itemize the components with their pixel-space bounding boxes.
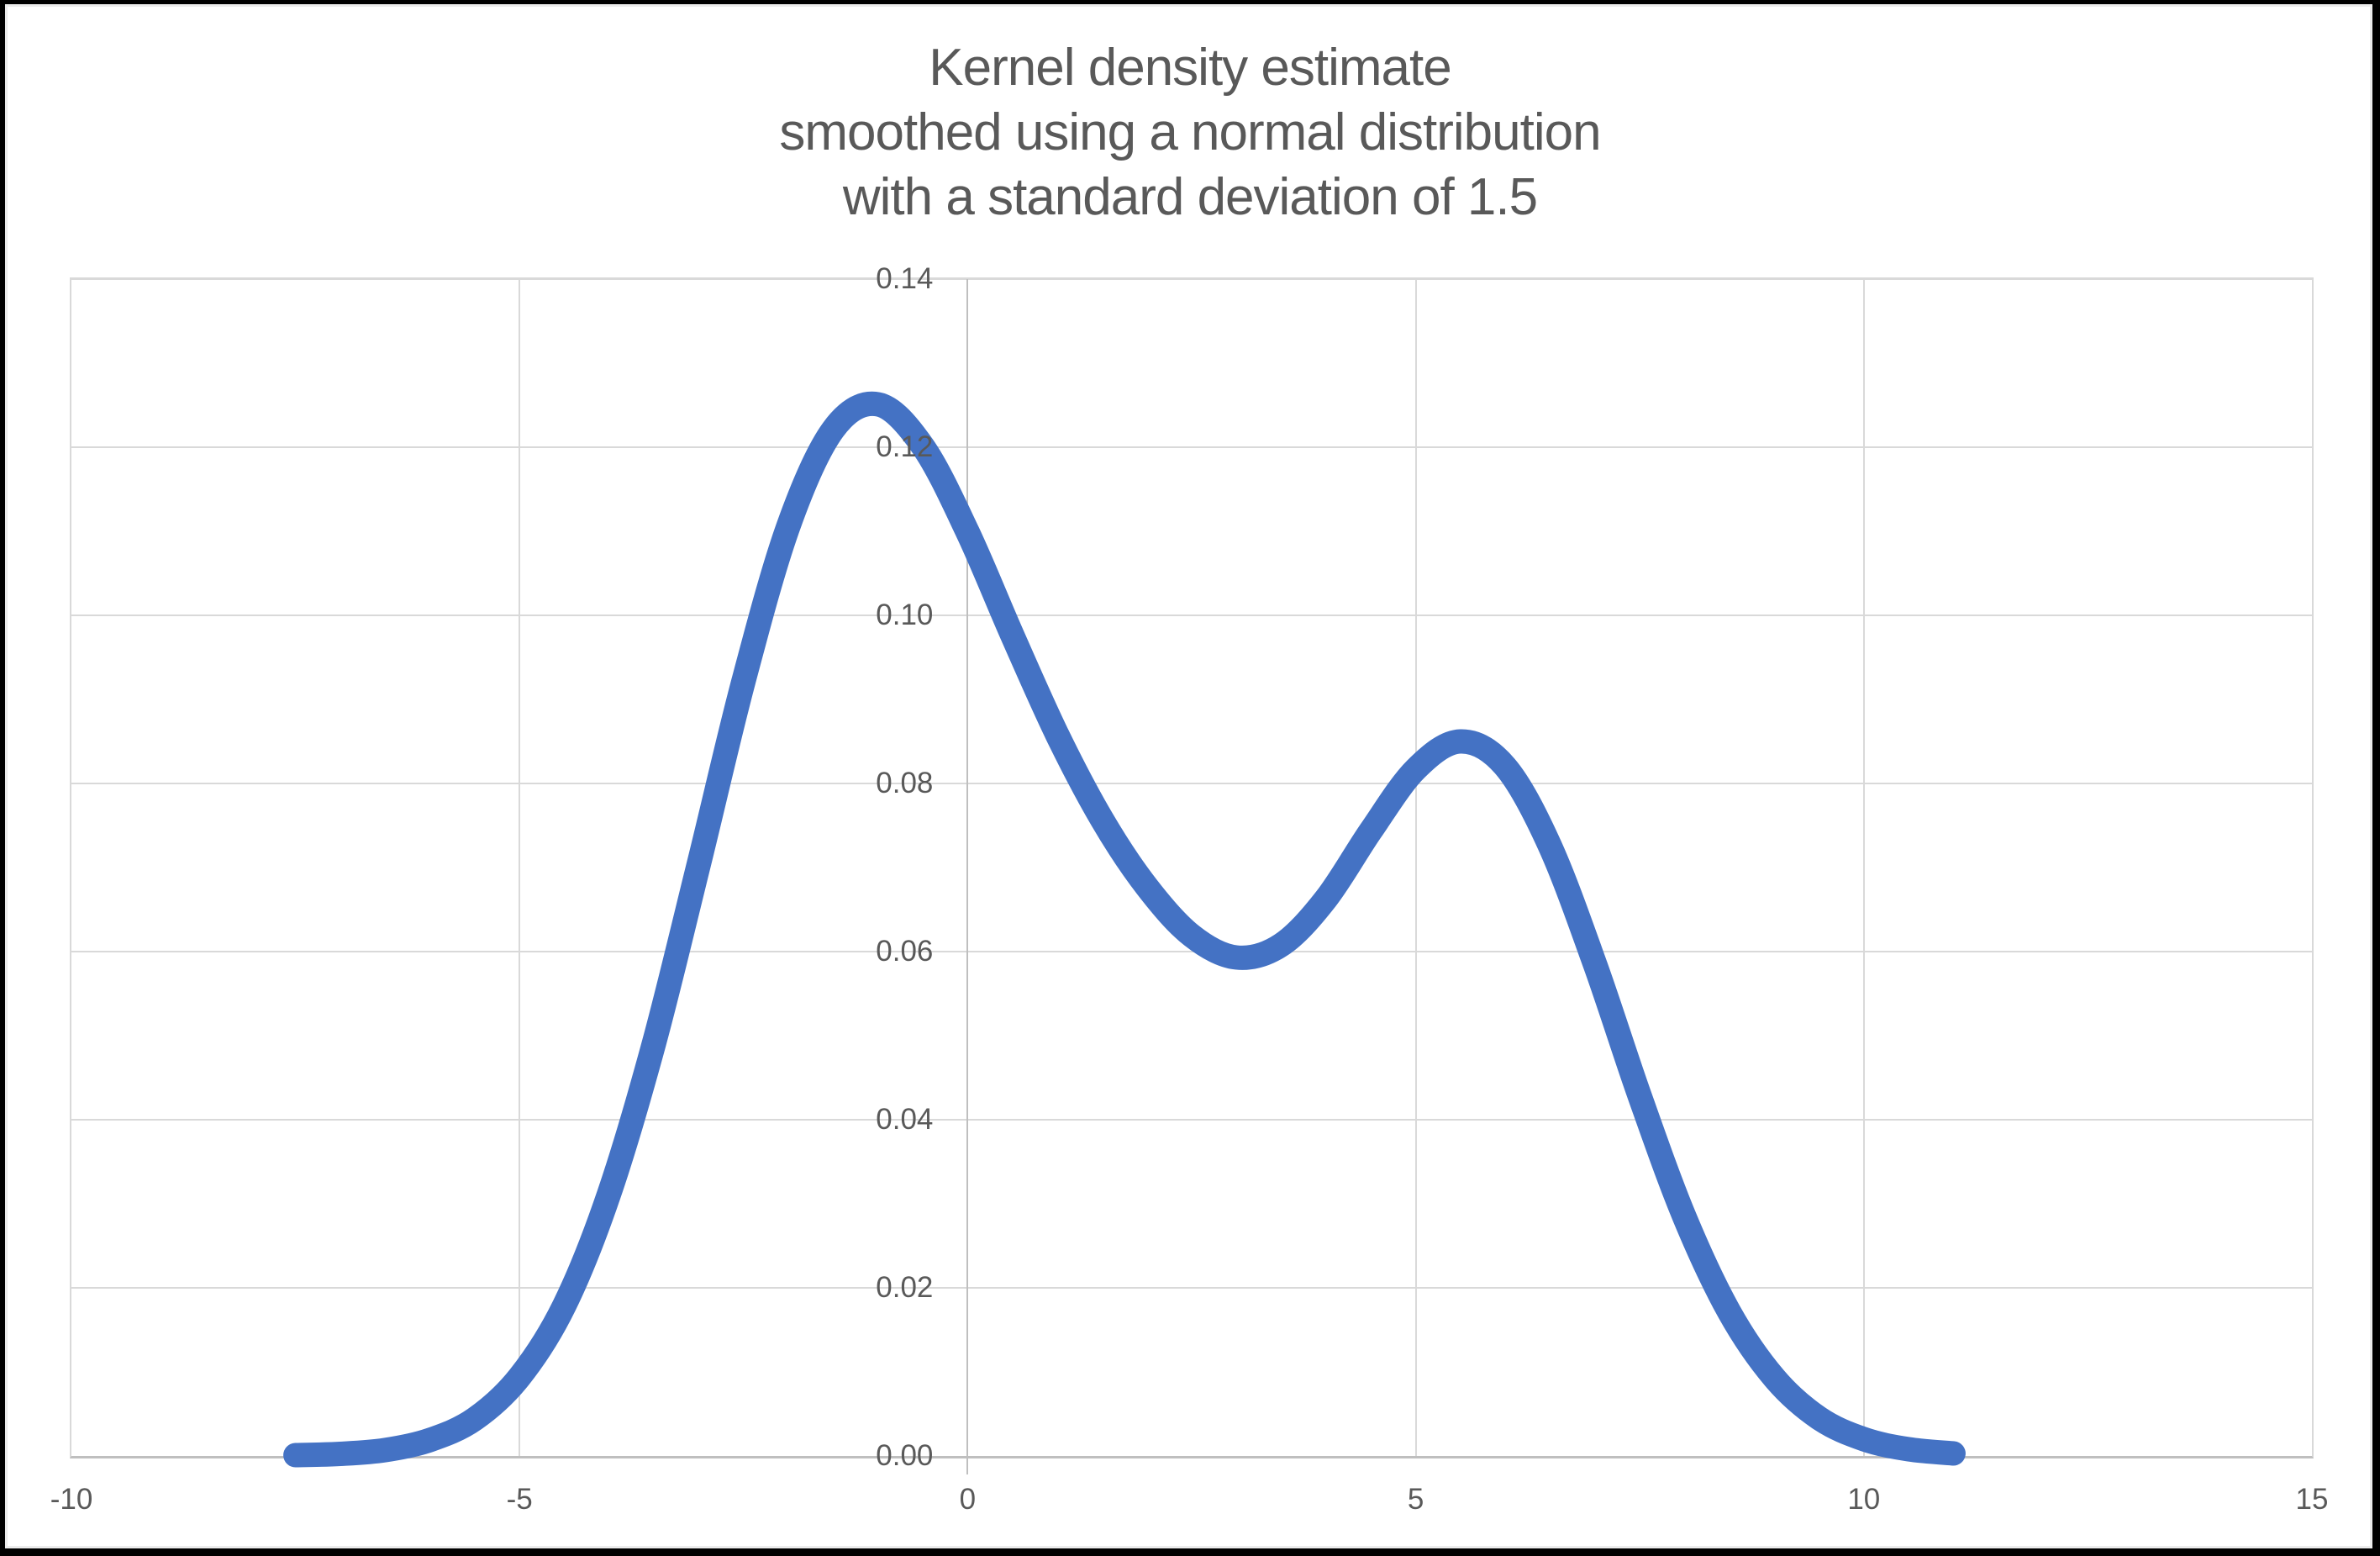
y-axis-tick-label: 0.00: [876, 1439, 934, 1472]
horizontal-gridline: [71, 1287, 2312, 1289]
kde-curve: [283, 391, 1966, 1468]
x-axis-tick-label: 5: [1407, 1483, 1424, 1516]
y-axis-tick-label: 0.06: [876, 935, 934, 968]
x-axis-tick-label: 15: [2295, 1483, 2329, 1516]
plot-area: 0.00 0.02 0.04 0.06 0.08 0.10 0.12 0.14 -10 -5 0 5 1…: [50, 262, 2329, 1516]
gridlines-layer: [71, 278, 2312, 1474]
axis-labels-layer: 0.00 0.02 0.04 0.06 0.08 0.10 0.12 0.14 -10 -5 0 5 1…: [50, 262, 2329, 1516]
y-axis-tick-label: 0.14: [876, 262, 934, 295]
chart-title-line-1: Kernel density estimate: [929, 39, 1451, 97]
chart-title-line-2: smoothed using a normal distribution: [779, 103, 1601, 161]
horizontal-gridline: [71, 951, 2312, 952]
y-axis-tick-label: 0.08: [876, 767, 934, 799]
x-axis-tick-label: -10: [50, 1483, 93, 1516]
y-axis-tick-label: 0.12: [876, 430, 934, 463]
vertical-gridline: [1862, 279, 1865, 1456]
horizontal-gridline: [71, 1119, 2312, 1121]
horizontal-gridline: [71, 278, 2312, 280]
y-axis-tick-label: 0.10: [876, 599, 934, 631]
horizontal-gridline: [71, 783, 2312, 784]
y-axis-tick-label: 0.02: [876, 1271, 934, 1304]
vertical-axis-line: [966, 279, 969, 1474]
x-axis-tick-label: 0: [959, 1483, 977, 1516]
chart-title-line-3: with a standard deviation of 1.5: [842, 168, 1538, 226]
horizontal-gridline: [71, 614, 2312, 616]
vertical-gridline: [519, 279, 521, 1456]
chart-background: [5, 4, 2372, 1548]
y-axis-tick-label: 0.04: [876, 1103, 934, 1136]
vertical-gridline: [1414, 279, 1417, 1456]
x-axis-tick-label: 10: [1847, 1483, 1881, 1516]
chart-title: Kernel density estimate smoothed using a…: [0, 35, 2380, 229]
horizontal-gridline: [71, 446, 2312, 448]
kde-curve-svg: [283, 391, 1966, 1468]
x-axis-tick-label: -5: [506, 1483, 533, 1516]
